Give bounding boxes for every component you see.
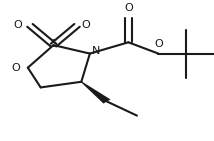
Text: S: S (50, 39, 57, 49)
Text: N: N (92, 46, 101, 56)
Text: O: O (154, 39, 163, 49)
Polygon shape (81, 81, 111, 103)
Text: O: O (81, 20, 90, 30)
Text: O: O (12, 63, 20, 73)
Text: O: O (14, 20, 22, 30)
Text: O: O (124, 4, 133, 13)
